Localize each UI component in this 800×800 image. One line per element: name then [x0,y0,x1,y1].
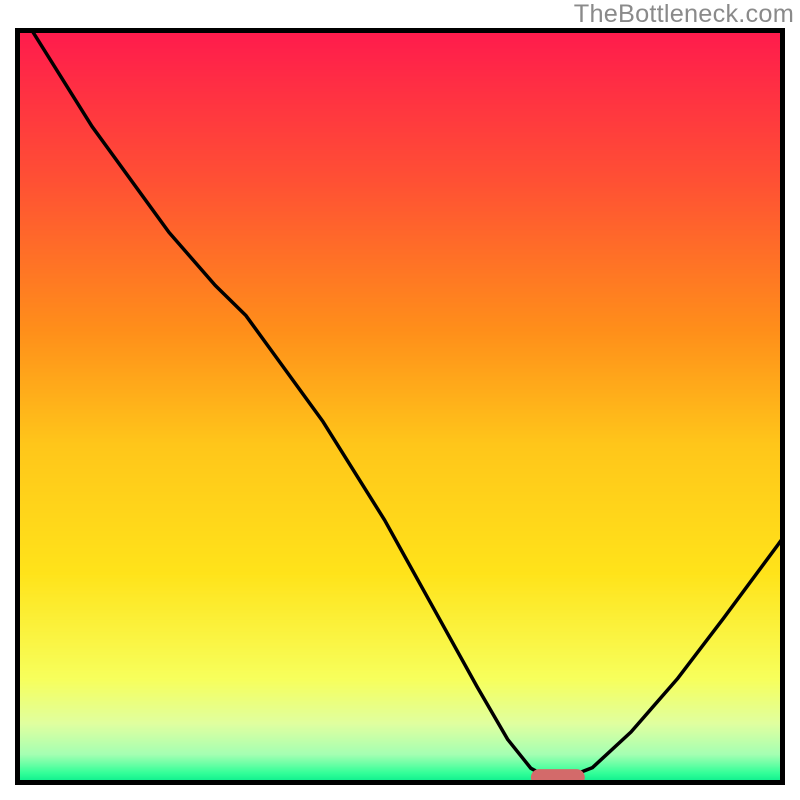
overlay-svg [15,28,785,785]
attribution-text: TheBottleneck.com [574,0,794,29]
plot-area [15,28,785,785]
bottleneck-curve [30,28,785,777]
plot-border [18,31,783,783]
chart-root: TheBottleneck.com [0,0,800,800]
